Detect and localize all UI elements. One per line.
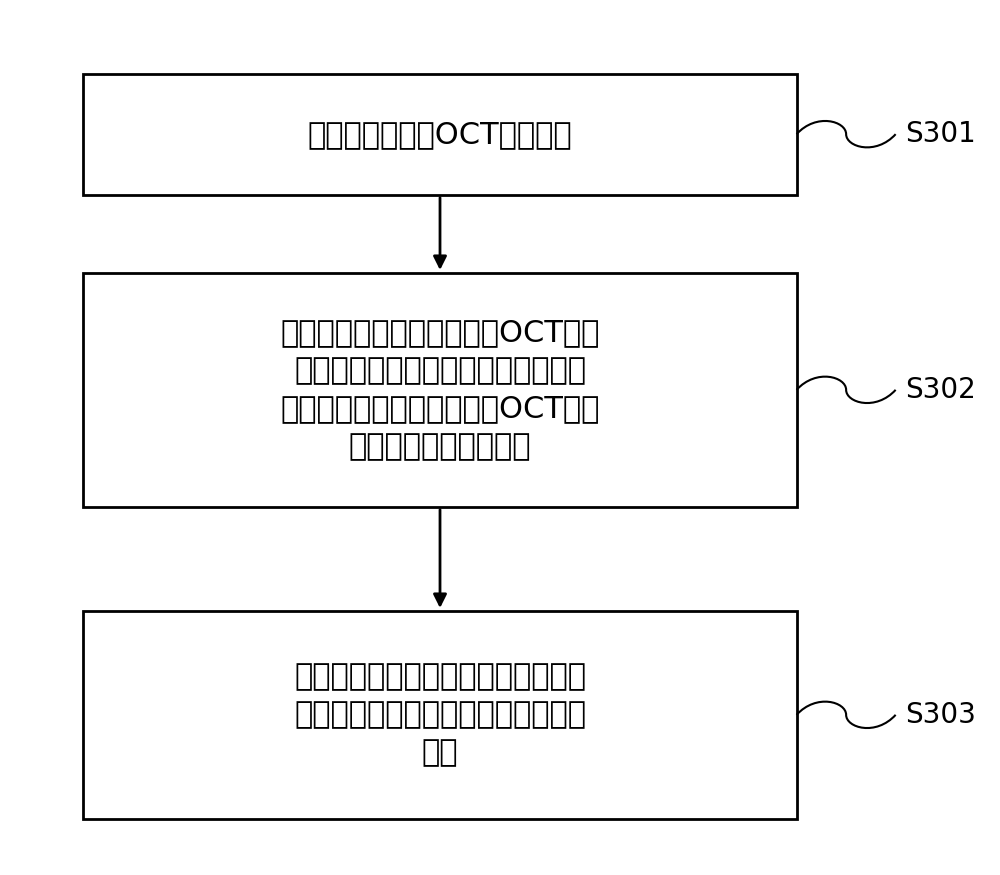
FancyBboxPatch shape — [83, 611, 797, 819]
Text: 获取特定病患的OCT眼底图像: 获取特定病患的OCT眼底图像 — [308, 120, 572, 149]
Text: 采用第一神经网络模型确定OCT眼底
图像的视网膜组织的边界信息，并根
据视网膜组织的边界信息将OCT眼底
图像切分为多个图像块: 采用第一神经网络模型确定OCT眼底 图像的视网膜组织的边界信息，并根 据视网膜组… — [280, 318, 600, 462]
FancyBboxPatch shape — [83, 74, 797, 195]
Text: S301: S301 — [906, 120, 976, 148]
FancyBboxPatch shape — [83, 273, 797, 507]
Text: S303: S303 — [906, 701, 976, 729]
Text: 将多个图像块提供给第二神经网络模
型，以得到特定病患的眼底病变识别
结果: 将多个图像块提供给第二神经网络模 型，以得到特定病患的眼底病变识别 结果 — [294, 662, 586, 767]
Text: S302: S302 — [906, 376, 976, 404]
